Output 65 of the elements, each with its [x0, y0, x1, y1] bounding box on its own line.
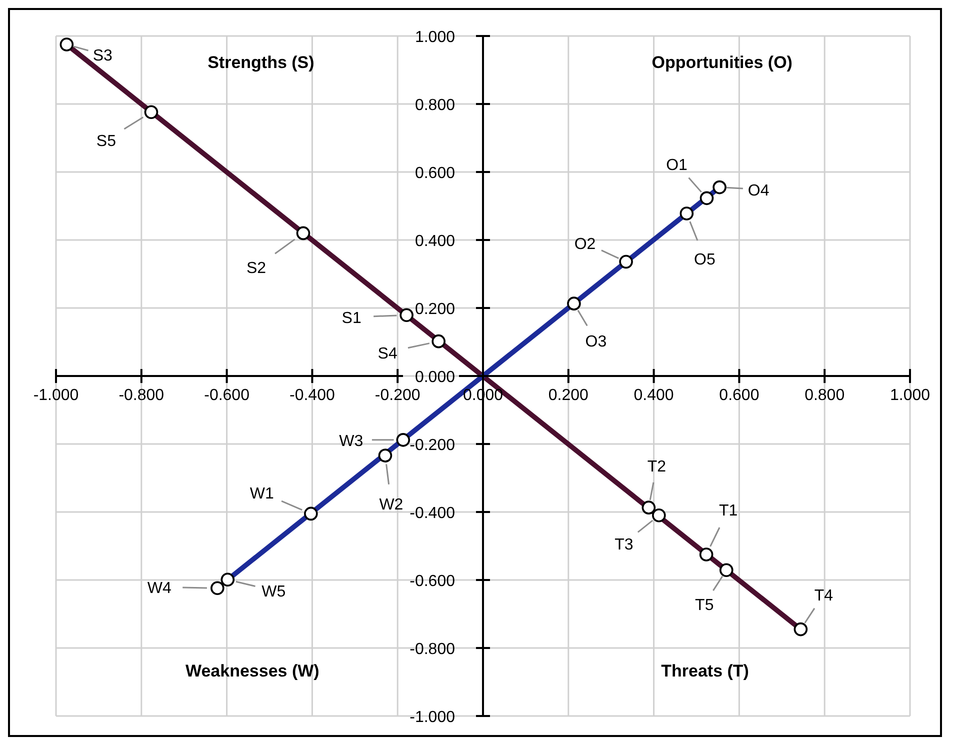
x-tick-label: 1.000	[890, 387, 930, 404]
x-tick-label: 0.600	[719, 387, 760, 404]
point	[700, 191, 714, 206]
annotation: O2	[574, 236, 596, 253]
annotation: Weaknesses (W)	[185, 661, 320, 680]
point	[652, 508, 666, 522]
point	[680, 206, 694, 220]
y-tick-label: -1.000	[410, 709, 456, 726]
annotation: T4	[814, 587, 834, 604]
annotation: Threats (T)	[661, 661, 749, 680]
y-tick-label: -0.800	[410, 641, 456, 658]
y-tick-label: 0.600	[414, 165, 456, 182]
annotation: Opportunities (O)	[652, 52, 792, 72]
annotation: T2	[647, 458, 666, 476]
point	[60, 38, 74, 52]
annotation: S1	[342, 310, 362, 328]
point	[400, 308, 414, 322]
x-tick-label: -1.000	[33, 387, 79, 404]
annotation: O4	[748, 182, 770, 200]
x-tick-label: -0.200	[374, 387, 420, 404]
annotation: T5	[695, 597, 714, 614]
point	[712, 180, 726, 194]
annotation: T3	[614, 536, 634, 554]
annotation: W5	[262, 584, 286, 601]
y-tick-label: 1.000	[414, 29, 456, 46]
point	[794, 622, 808, 636]
annotation: W4	[147, 580, 172, 598]
point	[432, 334, 446, 348]
annotation: Strengths (S)	[208, 52, 314, 72]
y-tick-label: -0.200	[410, 437, 456, 454]
point	[719, 563, 734, 578]
y-tick-label: -0.600	[410, 573, 456, 590]
annotation: S2	[246, 260, 266, 278]
point	[378, 448, 392, 462]
point	[567, 296, 581, 310]
y-tick-label: 0.800	[414, 97, 456, 114]
x-tick-label: 0.400	[634, 387, 674, 404]
annotation: S3	[92, 48, 113, 64]
point	[642, 500, 656, 514]
annotation: O3	[585, 334, 607, 351]
x-tick-label: -0.600	[204, 387, 250, 404]
x-tick-label: -0.800	[118, 387, 164, 404]
point	[296, 226, 310, 240]
point	[396, 433, 410, 447]
point	[220, 572, 235, 587]
annotation: T1	[718, 502, 738, 520]
annotation: S4	[378, 345, 398, 362]
annotation: O5	[694, 251, 716, 268]
annotation: W3	[339, 432, 364, 450]
annotation: W2	[379, 496, 404, 514]
y-tick-label: 0.200	[414, 301, 456, 318]
point	[304, 506, 318, 521]
annotation: O1	[666, 157, 688, 174]
x-tick-label: 0.800	[804, 387, 845, 404]
annotation: S5	[96, 133, 116, 150]
x-tick-label: 0.200	[548, 387, 589, 404]
y-tick-label: 0.000	[414, 369, 456, 386]
x-tick-label: -0.400	[290, 387, 335, 404]
annotation: W1	[250, 486, 274, 503]
point	[210, 581, 224, 596]
y-tick-label: 0.400	[414, 233, 456, 250]
point	[699, 548, 714, 562]
point	[619, 254, 633, 269]
point	[144, 105, 158, 120]
y-tick-label: -0.400	[410, 505, 456, 522]
